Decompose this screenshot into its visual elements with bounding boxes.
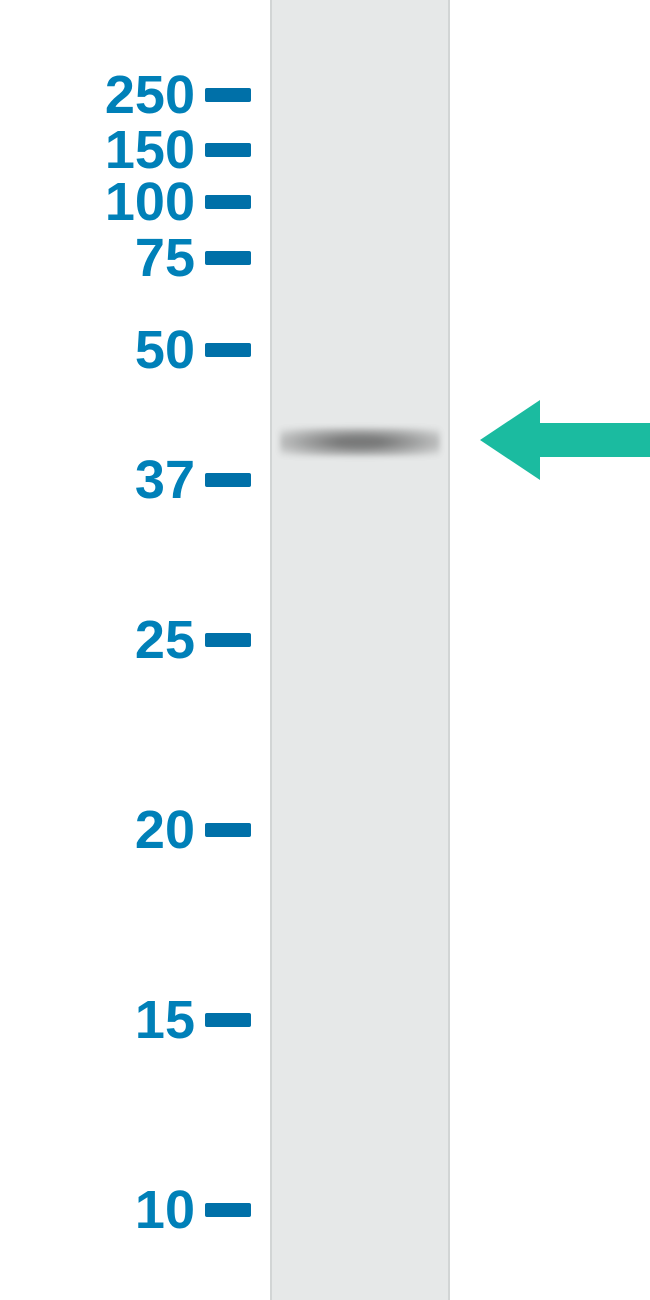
marker-tick-100	[205, 195, 251, 209]
marker-tick-50	[205, 343, 251, 357]
marker-tick-20	[205, 823, 251, 837]
marker-row-150: 150	[0, 130, 260, 170]
marker-row-20: 20	[0, 810, 260, 850]
marker-label-250: 250	[0, 64, 195, 126]
marker-label-10: 10	[0, 1179, 195, 1241]
marker-label-15: 15	[0, 989, 195, 1051]
marker-label-20: 20	[0, 799, 195, 861]
marker-tick-10	[205, 1203, 251, 1217]
marker-row-10: 10	[0, 1190, 260, 1230]
marker-row-100: 100	[0, 182, 260, 222]
marker-row-15: 15	[0, 1000, 260, 1040]
gel-lane	[270, 0, 450, 1300]
marker-tick-250	[205, 88, 251, 102]
marker-row-250: 250	[0, 75, 260, 115]
blot-container: 25015010075503725201510	[0, 0, 650, 1300]
marker-tick-75	[205, 251, 251, 265]
marker-tick-15	[205, 1013, 251, 1027]
marker-row-25: 25	[0, 620, 260, 660]
marker-tick-37	[205, 473, 251, 487]
marker-row-75: 75	[0, 238, 260, 278]
marker-label-25: 25	[0, 609, 195, 671]
indicator-arrow	[475, 395, 650, 485]
marker-label-75: 75	[0, 227, 195, 289]
marker-tick-150	[205, 143, 251, 157]
marker-label-37: 37	[0, 449, 195, 511]
marker-row-37: 37	[0, 460, 260, 500]
marker-label-50: 50	[0, 319, 195, 381]
protein-band	[280, 428, 440, 456]
marker-label-100: 100	[0, 171, 195, 233]
marker-row-50: 50	[0, 330, 260, 370]
marker-tick-25	[205, 633, 251, 647]
